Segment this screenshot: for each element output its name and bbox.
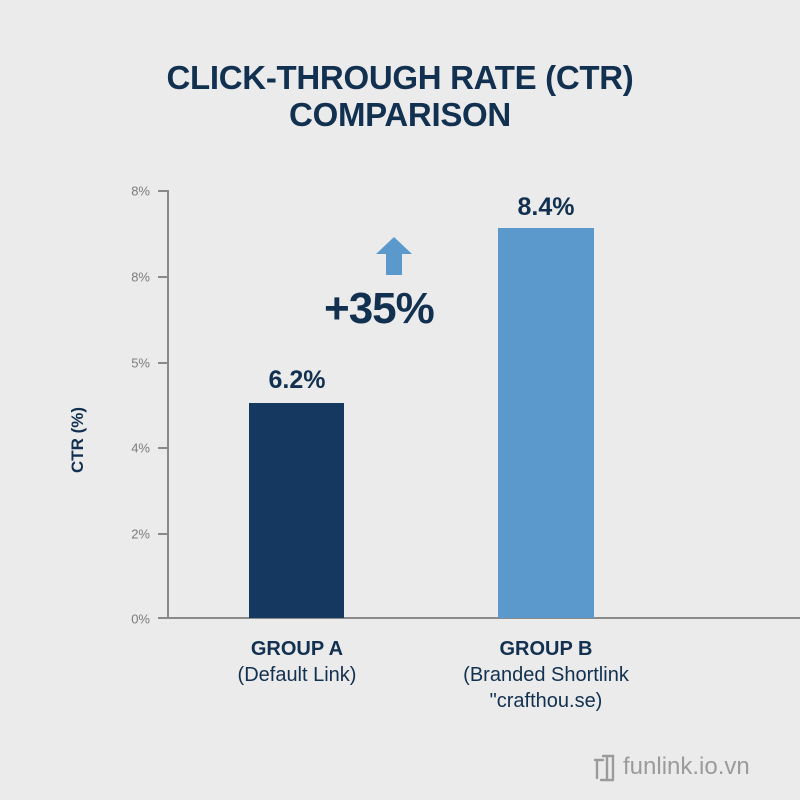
watermark: funlink.io.vn [591, 752, 750, 782]
bar-group-b [498, 228, 594, 618]
increase-annotation: +35% [324, 284, 435, 333]
bar-value-label-b: 8.4% [517, 193, 575, 221]
y-tick-label: 2% [131, 526, 150, 542]
y-tick-label: 8% [131, 183, 150, 199]
group-a-name: GROUP A [250, 638, 344, 660]
y-tick-label: 5% [131, 355, 150, 371]
y-tick-mark [158, 276, 168, 278]
x-category-group-a: GROUP A (Default Link) [197, 636, 397, 688]
chart-title-line-1: CLICK-THROUGH RATE (CTR) [166, 59, 634, 96]
y-tick-mark [158, 447, 168, 449]
bar-value-label-a: 6.2% [268, 366, 326, 394]
y-tick-label: 8% [131, 269, 150, 285]
up-arrow-icon [376, 237, 412, 275]
x-category-group-b: GROUP B (Branded Shortlink "crafthou.se) [416, 636, 676, 714]
y-tick-label: 4% [131, 440, 150, 456]
bar-group-a [249, 403, 344, 618]
y-tick-mark [158, 617, 168, 619]
chart-title-line-2: COMPARISON [289, 96, 511, 133]
group-b-subtitle-line-1: (Branded Shortlink [463, 664, 629, 686]
y-tick-mark [158, 533, 168, 535]
group-b-subtitle-line-2: "crafthou.se) [489, 690, 603, 712]
funlink-logo-icon [593, 754, 615, 782]
y-axis-line [167, 190, 169, 619]
y-tick-label: 0% [131, 611, 150, 627]
x-axis-line [167, 617, 800, 619]
y-tick-mark [158, 362, 168, 364]
y-tick-mark [158, 190, 168, 192]
group-a-subtitle: (Default Link) [237, 664, 357, 686]
y-axis-label: CTR (%) [68, 406, 87, 474]
watermark-text: funlink.io.vn [623, 753, 750, 780]
group-b-name: GROUP B [499, 638, 593, 660]
